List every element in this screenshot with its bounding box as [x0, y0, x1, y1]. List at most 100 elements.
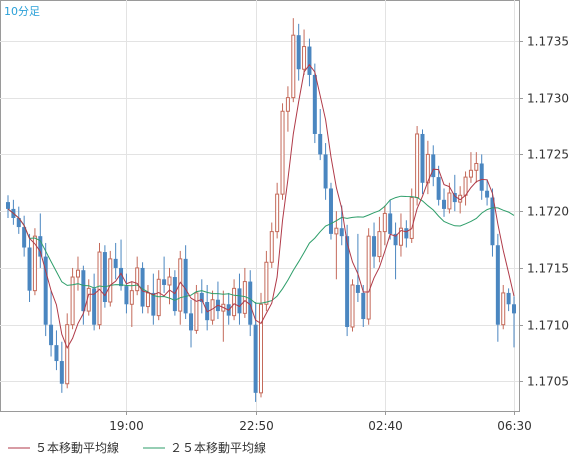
candle [377, 216, 382, 263]
candle [70, 267, 75, 330]
candle [32, 228, 37, 296]
candle [199, 279, 204, 314]
candle-body-up [463, 176, 468, 196]
candle-body-up [97, 251, 102, 326]
candle-body-down [506, 292, 511, 305]
candle [124, 273, 129, 314]
candle [415, 126, 420, 206]
candle [393, 222, 398, 280]
candle-body-down [199, 292, 204, 303]
candle-body-down [479, 163, 484, 191]
candle-body-down [361, 292, 366, 320]
candle-body-down [162, 279, 167, 285]
candle-body-up [334, 227, 339, 235]
candle [27, 233, 32, 303]
candle-body-up [415, 133, 420, 199]
candle-body-up [269, 231, 274, 263]
candle-body-up [350, 284, 355, 328]
candle-body-down [442, 199, 447, 209]
candle [194, 284, 199, 334]
candle [372, 222, 377, 268]
candle [280, 103, 285, 200]
candle [366, 228, 371, 325]
x-tick-label: 19:00 [109, 419, 144, 433]
candle [512, 296, 516, 348]
candle [264, 250, 269, 312]
candle-body-up [447, 192, 452, 210]
candle [65, 313, 70, 389]
candle-body-down [339, 228, 344, 237]
candle-body-down [113, 258, 118, 268]
candle-body-up [232, 287, 237, 317]
candle-body-down [307, 46, 312, 75]
candle [156, 270, 161, 321]
candle-body-down [312, 74, 317, 134]
candle-body-down [237, 288, 242, 314]
candle [119, 239, 124, 291]
y-tick-label: 1.1705 [527, 375, 569, 389]
candle [490, 188, 495, 257]
candle-body-up [474, 162, 479, 171]
candle-body-up [32, 235, 37, 292]
candle-body-up [264, 261, 269, 305]
timeframe-label: 10分足 [4, 5, 40, 18]
candle-body-down [183, 258, 188, 314]
x-tick-label: 06:30 [497, 419, 532, 433]
candle [355, 233, 360, 303]
candle-body-down [27, 247, 32, 291]
candle [291, 18, 296, 103]
candle [189, 299, 194, 348]
candle [339, 205, 344, 246]
candle [485, 179, 490, 206]
y-tick-label: 1.1735 [527, 35, 569, 49]
candle [49, 290, 54, 357]
candle [43, 242, 48, 337]
candle [468, 152, 473, 183]
candle [162, 256, 167, 293]
candle [232, 279, 237, 321]
candle-body-down [495, 245, 500, 325]
candle [436, 165, 441, 206]
candle [312, 63, 317, 144]
legend-ma25-label[interactable]: ２５本移動平均線 [170, 440, 266, 455]
candle-body-down [189, 313, 194, 331]
candle-body-down [38, 236, 43, 257]
candle [135, 256, 140, 296]
candle [452, 174, 457, 212]
candle-body-up [275, 193, 280, 233]
candle-body-down [140, 267, 145, 307]
x-tick-label: 22:50 [239, 419, 274, 433]
candle-body-down [248, 281, 253, 325]
candle-body-up [75, 269, 80, 278]
candle [248, 270, 253, 337]
legend-ma5-label[interactable]: ５本移動平均線 [35, 440, 119, 455]
candle [501, 284, 506, 330]
x-axis: 19:00 22:50 02:40 06:30 [109, 411, 532, 433]
candle-body-down [102, 252, 107, 303]
candle-body-down [355, 284, 360, 293]
candle-body-up [194, 292, 199, 331]
candle-body-up [398, 227, 403, 246]
candle [323, 143, 328, 200]
candle-body-down [323, 154, 328, 189]
candle [296, 23, 301, 81]
candle-body-down [393, 233, 398, 246]
candle [382, 205, 387, 246]
candle [129, 281, 134, 327]
candle [328, 182, 333, 240]
candle [75, 256, 80, 291]
candle-body-down [296, 35, 301, 70]
candle [398, 213, 403, 257]
candle [307, 38, 312, 87]
candle-body-down [431, 154, 436, 178]
candle [479, 154, 484, 200]
y-tick-label: 1.1720 [527, 205, 569, 219]
candle-body-up [70, 276, 75, 326]
candle-body-down [151, 292, 156, 316]
candle [334, 211, 339, 280]
candle [285, 86, 290, 132]
y-tick-label: 1.1710 [527, 319, 569, 333]
candles [6, 18, 516, 402]
candle [183, 245, 188, 320]
candle [113, 242, 118, 280]
